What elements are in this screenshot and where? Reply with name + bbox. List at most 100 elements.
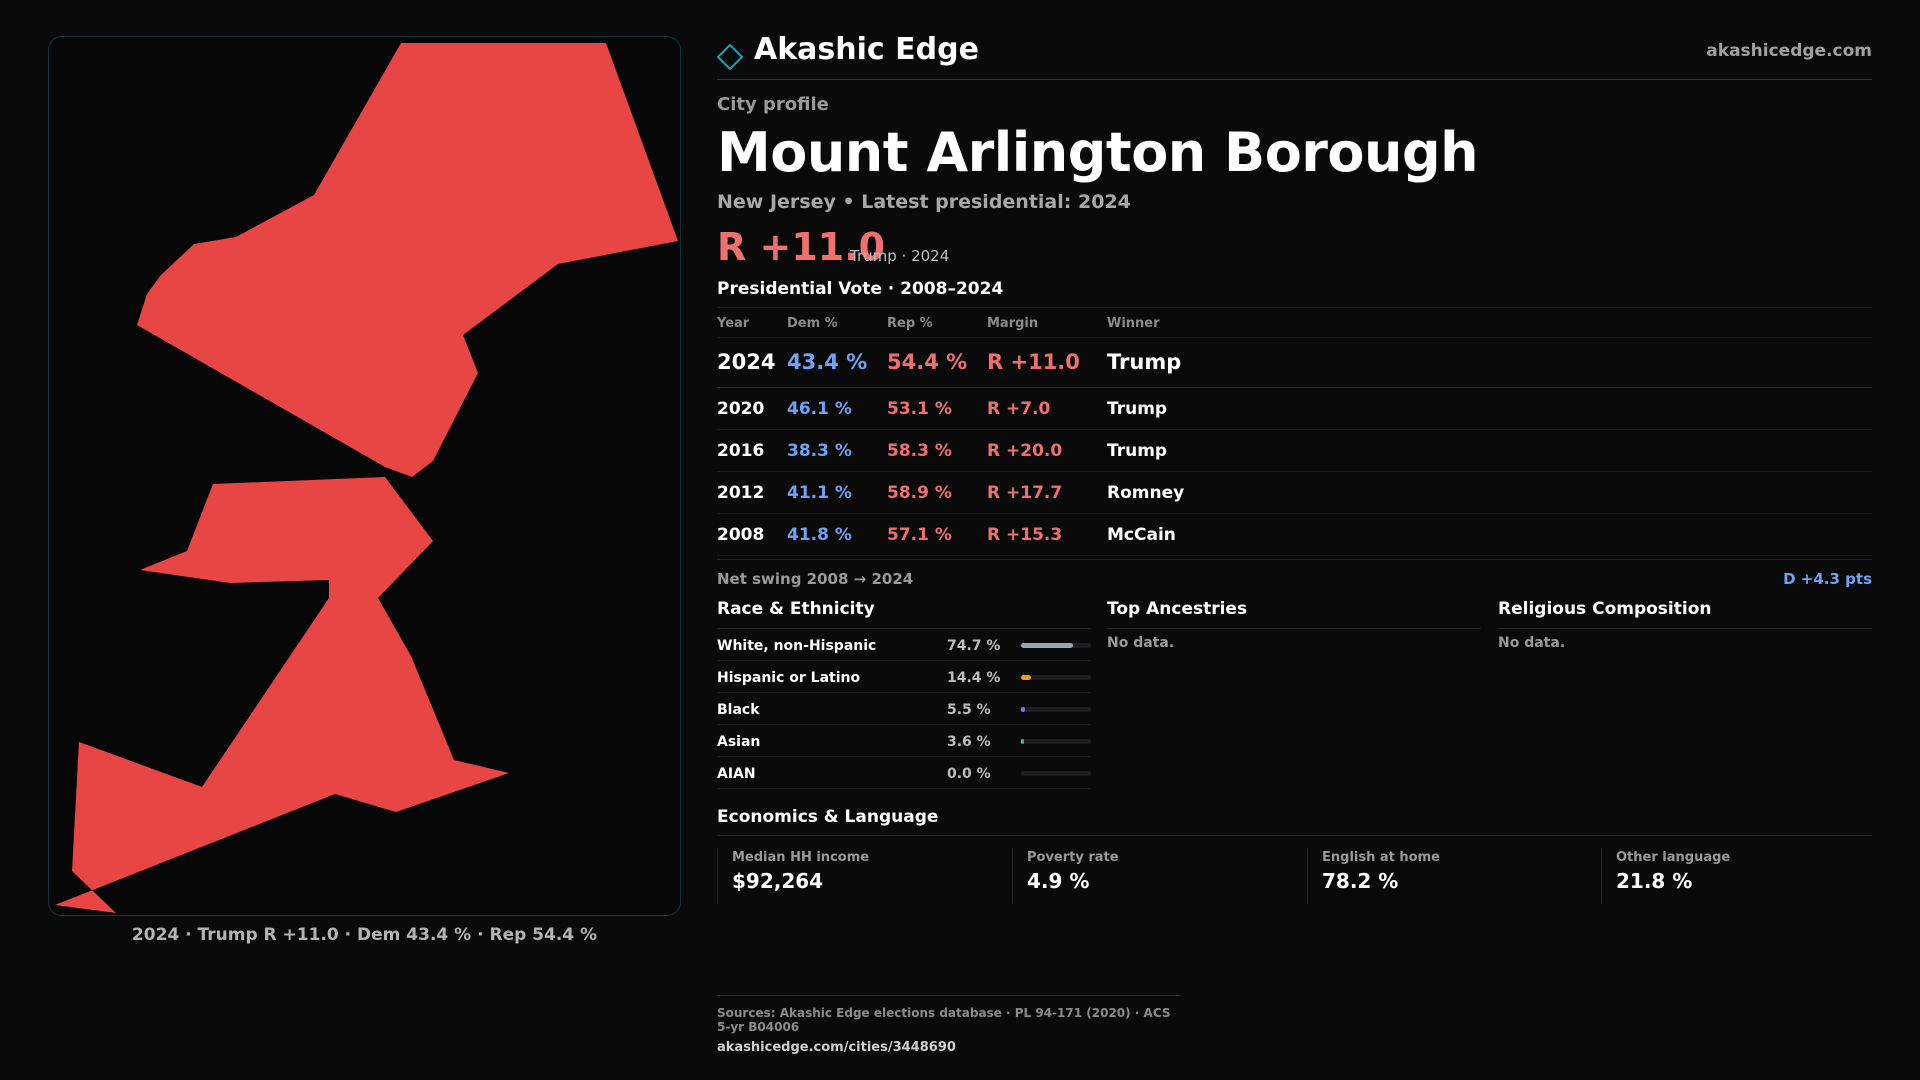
brand-name[interactable]: Akashic Edge	[754, 32, 979, 67]
sources-note: Sources: Akashic Edge elections database…	[717, 1006, 1171, 1034]
row-winner: Trump	[1107, 399, 1168, 419]
row-year: 2012	[717, 483, 765, 503]
race-bar-track	[1021, 643, 1091, 648]
col-header-year: Year	[717, 316, 750, 331]
stat-other-language: Other language 21.8 %	[1601, 848, 1881, 904]
row-year: 2016	[717, 441, 765, 461]
net-swing: Net swing 2008 → 2024 D +4.3 pts	[717, 559, 1872, 595]
race-label: White, non-Hispanic	[717, 638, 877, 654]
stat-median-income: Median HH income $92,264	[717, 848, 997, 904]
row-margin: R +17.7	[987, 483, 1063, 503]
race-ethnicity-title: Race & Ethnicity	[717, 599, 1091, 629]
stat-value: $92,264	[732, 869, 824, 893]
race-row: Black 5.5 %	[717, 693, 1091, 725]
race-bar-track	[1021, 771, 1091, 776]
row-year: 2008	[717, 525, 765, 545]
ancestries-panel: Top Ancestries No data.	[1107, 599, 1481, 651]
ancestries-empty: No data.	[1107, 635, 1175, 651]
row-winner: Romney	[1107, 483, 1185, 503]
row-dem: 43.4 %	[787, 350, 868, 374]
latest-margin-note: Trump · 2024	[850, 247, 950, 265]
vote-table: Year Dem % Rep % Margin Winner 2024 43.4…	[717, 307, 1872, 556]
col-header-winner: Winner	[1107, 316, 1160, 331]
religion-title: Religious Composition	[1498, 599, 1872, 629]
race-percent: 3.6 %	[947, 734, 991, 750]
row-dem: 41.1 %	[787, 483, 852, 503]
race-bar-fill	[1021, 675, 1032, 680]
col-header-rep: Rep %	[887, 316, 933, 331]
col-header-margin: Margin	[987, 316, 1039, 331]
race-row: Asian 3.6 %	[717, 725, 1091, 757]
race-bar-fill	[1021, 739, 1024, 744]
race-bar-track	[1021, 675, 1091, 680]
stat-label: English at home	[1322, 850, 1440, 865]
race-bar-track	[1021, 707, 1091, 712]
map-caption: 2024 · Trump R +11.0 · Dem 43.4 % · Rep …	[131, 925, 598, 945]
municipality-shape[interactable]	[55, 477, 509, 913]
header: Akashic Edge akashicedge.com	[717, 28, 1872, 80]
net-swing-label: Net swing 2008 → 2024	[717, 570, 914, 588]
row-rep: 58.3 %	[887, 441, 952, 461]
race-percent: 5.5 %	[947, 702, 991, 718]
race-percent: 14.4 %	[947, 670, 1001, 686]
row-winner: McCain	[1107, 525, 1176, 545]
row-year: 2020	[717, 399, 765, 419]
stat-value: 4.9 %	[1027, 869, 1090, 893]
race-row: White, non-Hispanic 74.7 %	[717, 629, 1091, 661]
table-row: 2024 43.4 % 54.4 % R +11.0 Trump	[717, 338, 1872, 388]
page-subtitle: New Jersey • Latest presidential: 2024	[717, 191, 1131, 213]
race-ethnicity-panel: Race & Ethnicity White, non-Hispanic 74.7…	[717, 599, 1091, 789]
row-dem: 38.3 %	[787, 441, 852, 461]
row-dem: 41.8 %	[787, 525, 852, 545]
latest-margin: R +11.0 Trump · 2024	[717, 225, 1872, 271]
page-url-link[interactable]: akashicedge.com/cities/3448690	[717, 1040, 956, 1055]
municipality-shape[interactable]	[137, 43, 678, 477]
row-rep: 53.1 %	[887, 399, 952, 419]
religion-empty: No data.	[1498, 635, 1566, 651]
stat-value: 78.2 %	[1322, 869, 1399, 893]
col-header-dem: Dem %	[787, 316, 838, 331]
latest-margin-value: R +11.0	[717, 225, 886, 269]
race-row: Hispanic or Latino 14.4 %	[717, 661, 1091, 693]
row-dem: 46.1 %	[787, 399, 852, 419]
municipality-map[interactable]	[49, 37, 681, 916]
religion-panel: Religious Composition No data.	[1498, 599, 1872, 651]
stat-value: 21.8 %	[1616, 869, 1693, 893]
race-bar-track	[1021, 739, 1091, 744]
race-percent: 74.7 %	[947, 638, 1001, 654]
page-eyebrow: City profile	[717, 94, 829, 115]
map-panel[interactable]	[48, 36, 681, 916]
diamond-icon[interactable]	[717, 44, 743, 70]
page-title: Mount Arlington Borough	[717, 121, 1479, 184]
row-rep: 54.4 %	[887, 350, 968, 374]
race-label: Asian	[717, 734, 761, 750]
row-rep: 58.9 %	[887, 483, 952, 503]
row-margin: R +11.0	[987, 350, 1080, 374]
row-margin: R +20.0	[987, 441, 1063, 461]
demographics-section: Race & Ethnicity White, non-Hispanic 74.7…	[717, 599, 1872, 809]
table-row: 2008 41.8 % 57.1 % R +15.3 McCain	[717, 514, 1872, 556]
site-link[interactable]: akashicedge.com	[1706, 41, 1872, 61]
stat-label: Other language	[1616, 850, 1731, 865]
race-label: Black	[717, 702, 760, 718]
race-bar-fill	[1021, 707, 1025, 712]
footer: Sources: Akashic Edge elections database…	[717, 995, 1181, 1055]
economics-grid: Median HH income $92,264 Poverty rate 4.…	[717, 848, 1872, 908]
table-row: 2016 38.3 % 58.3 % R +20.0 Trump	[717, 430, 1872, 472]
race-bar-fill	[1021, 643, 1074, 648]
race-label: Hispanic or Latino	[717, 670, 861, 686]
vote-section-title: Presidential Vote · 2008–2024	[717, 279, 1004, 299]
ancestries-title: Top Ancestries	[1107, 599, 1481, 629]
table-row: 2020 46.1 % 53.1 % R +7.0 Trump	[717, 388, 1872, 430]
row-winner: Trump	[1107, 441, 1168, 461]
table-row: 2012 41.1 % 58.9 % R +17.7 Romney	[717, 472, 1872, 514]
vote-table-header: Year Dem % Rep % Margin Winner	[717, 308, 1872, 338]
row-margin: R +15.3	[987, 525, 1063, 545]
stat-label: Poverty rate	[1027, 850, 1119, 865]
row-rep: 57.1 %	[887, 525, 952, 545]
profile-panel: Akashic Edge akashicedge.com City profil…	[717, 28, 1872, 908]
row-year: 2024	[717, 350, 776, 374]
row-winner: Trump	[1107, 350, 1182, 374]
stat-poverty-rate: Poverty rate 4.9 %	[1012, 848, 1292, 904]
